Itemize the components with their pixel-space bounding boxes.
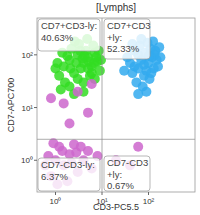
quadrant-percent: 52.33% [107, 43, 140, 54]
frame [37, 18, 195, 192]
quadrant-label: CD7-CD3+ly:0.67% [104, 156, 150, 191]
dot [71, 148, 81, 158]
dot [154, 42, 164, 52]
quadrant-label: CD7-CD3-ly:6.37% [38, 158, 100, 191]
dot [73, 87, 83, 97]
dot [65, 118, 75, 128]
title: [Lymphs] [96, 2, 136, 13]
quadrant-label: CD7+CD3-ly:40.63% [38, 19, 100, 51]
quadrant-box [38, 158, 100, 191]
y-tick [34, 54, 37, 55]
dot [59, 98, 69, 108]
quadrant-box [104, 156, 150, 191]
quadrant-percent: 6.37% [41, 171, 68, 182]
y-tick [34, 160, 37, 161]
dot [65, 64, 75, 74]
x-tick [55, 192, 56, 195]
dot [133, 142, 143, 152]
quadrant-box [38, 19, 100, 51]
quadrant-name: CD7+CD3 [107, 20, 151, 31]
x-tick-label: 10⁰ [50, 197, 62, 206]
dot [57, 146, 67, 156]
dot [87, 79, 97, 89]
quadrant-box [104, 19, 150, 59]
quadrant-percent: 0.67% [107, 180, 134, 191]
x-tick-label: 10² [143, 197, 155, 206]
y-axis-label: CD7-APC700 [6, 78, 16, 133]
dot [155, 52, 165, 62]
dot [46, 93, 56, 103]
dot [133, 89, 143, 99]
dot [56, 85, 66, 95]
dot [79, 51, 89, 61]
x-tick [102, 192, 103, 195]
x-axis-label: CD3-PC5.5 [93, 202, 139, 212]
dot [51, 64, 61, 74]
quadrant-name: +ly: [107, 169, 122, 180]
y-tick-label: 10² [21, 51, 33, 60]
y-tick [34, 107, 37, 108]
dot [139, 60, 149, 70]
chart: [Lymphs]10⁰10¹10²10⁰10¹10²CD3-PC5.5CD7-A… [0, 0, 200, 215]
x-tick [148, 192, 149, 195]
dot [48, 138, 58, 148]
dot [119, 66, 129, 76]
quadrant-percent: 40.63% [41, 32, 74, 43]
y-tick-label: 10¹ [21, 104, 33, 113]
quadrant-name: +ly: [107, 32, 122, 43]
quadrant-name: CD7-CD3 [107, 157, 148, 168]
dot [89, 58, 99, 68]
quadrant-name: CD7+CD3-ly: [41, 20, 97, 31]
dot [146, 68, 156, 78]
dot [83, 108, 93, 118]
gate-x [102, 18, 103, 192]
gate-y [37, 139, 195, 140]
quadrant-name: CD7-CD3-ly: [41, 159, 95, 170]
y-tick-label: 10⁰ [21, 156, 33, 165]
quadrant-label: CD7+CD3+ly:52.33% [104, 19, 151, 59]
